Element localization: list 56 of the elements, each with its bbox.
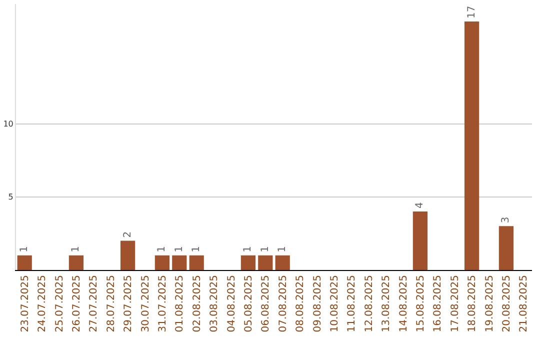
- x-tick-label: 23.07.2025: [20, 275, 31, 332]
- x-tick-label: 25.07.2025: [54, 275, 66, 332]
- data-label: 3: [500, 216, 512, 224]
- x-tick-label: 14.08.2025: [398, 275, 410, 332]
- data-label: 1: [277, 246, 288, 252]
- x-tick-label: 06.08.2025: [260, 275, 272, 332]
- x-tick-label: 31.07.2025: [157, 275, 168, 332]
- x-tick-label: 07.08.2025: [278, 275, 289, 332]
- data-label: 1: [174, 246, 185, 252]
- x-tick-label: 09.08.2025: [312, 275, 324, 332]
- bar: [189, 255, 204, 270]
- bar: [172, 255, 187, 270]
- x-tick-label: 01.08.2025: [174, 275, 186, 332]
- x-tick-label: 30.07.2025: [140, 275, 152, 332]
- x-tick-label: 18.08.2025: [467, 275, 478, 332]
- data-label: 1: [19, 246, 30, 252]
- x-tick-label: 08.08.2025: [295, 275, 306, 332]
- x-tick-label: 28.07.2025: [106, 275, 117, 332]
- x-tick-label: 29.07.2025: [123, 275, 134, 332]
- bar: [464, 22, 480, 270]
- x-tick-label: 11.08.2025: [346, 275, 358, 332]
- bar: [68, 255, 84, 270]
- x-tick-label: 17.08.2025: [450, 275, 461, 332]
- x-tick-label: 05.08.2025: [243, 275, 254, 332]
- x-tick-label: 12.08.2025: [364, 275, 375, 332]
- x-tick-label: 16.08.2025: [432, 275, 444, 332]
- x-tick-label: 20.08.2025: [501, 275, 512, 332]
- bar: [498, 226, 514, 270]
- data-label: 1: [191, 246, 202, 252]
- y-tick-label: 5: [8, 192, 14, 202]
- data-label: 1: [156, 246, 168, 252]
- bar: [258, 255, 273, 270]
- bar: [240, 255, 256, 270]
- x-tick-label: 10.08.2025: [329, 275, 340, 332]
- x-tick-label: 04.08.2025: [226, 275, 238, 332]
- x-tick-label: 15.08.2025: [415, 275, 426, 332]
- bar: [154, 255, 170, 270]
- x-tick-label: 03.08.2025: [209, 275, 220, 332]
- x-tick-label: 27.07.2025: [88, 275, 100, 332]
- data-label: 4: [414, 202, 426, 209]
- bar: [17, 255, 32, 270]
- x-tick-label: 02.08.2025: [192, 275, 203, 332]
- data-label: 17: [466, 6, 478, 19]
- bar: [275, 255, 290, 270]
- data-label: 1: [70, 246, 82, 252]
- x-tick-label: 13.08.2025: [381, 275, 392, 332]
- data-label: 1: [260, 246, 271, 252]
- data-label: 1: [242, 246, 254, 252]
- bar: [120, 240, 136, 270]
- x-tick-label: 24.07.2025: [37, 275, 48, 332]
- x-tick-label: 26.07.2025: [71, 275, 82, 332]
- x-tick-label: 19.08.2025: [484, 275, 496, 332]
- data-label: 2: [122, 231, 134, 238]
- bar: [412, 212, 428, 270]
- x-tick-label: 21.08.2025: [518, 275, 530, 332]
- y-tick-label: 10: [3, 120, 14, 129]
